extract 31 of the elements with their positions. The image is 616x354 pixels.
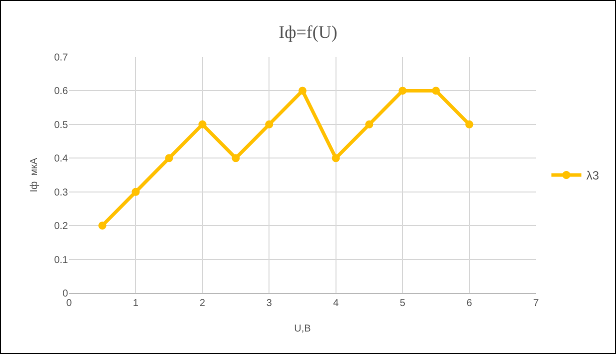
y-tick-label: 0.3 [54,187,68,198]
x-tick-label: 3 [266,298,272,309]
y-tick-label: 0.2 [54,221,68,232]
y-tick-label: 0.6 [54,86,68,98]
point [365,120,374,128]
point [232,154,240,162]
point [398,86,407,95]
y-tick-label: 0.7 [54,52,68,64]
point [465,120,474,128]
x-tick-label: 7 [533,298,540,309]
point [198,120,206,128]
chart-title: Iф=f(U) [278,22,338,42]
y-tick-label: 0.5 [54,120,68,131]
point [132,188,140,196]
y-tick-label: 0.1 [54,254,68,266]
point [332,154,340,162]
x-axis-title: U,B [294,324,312,334]
point [98,222,106,230]
y-tick-label: 0 [62,288,68,300]
x-tick-label: 5 [400,298,406,309]
x-tick-label: 2 [200,298,206,309]
legend-label: λ3 [586,168,600,183]
point [165,154,174,162]
y-axis-title: Iф мкА [29,157,40,192]
y-tick-label: 0.4 [54,154,68,165]
x-tick-label: 1 [132,298,139,309]
point [298,86,306,95]
point [265,120,274,128]
point [432,86,440,95]
x-tick-label: 4 [333,298,340,309]
x-tick-label: 6 [466,298,473,309]
